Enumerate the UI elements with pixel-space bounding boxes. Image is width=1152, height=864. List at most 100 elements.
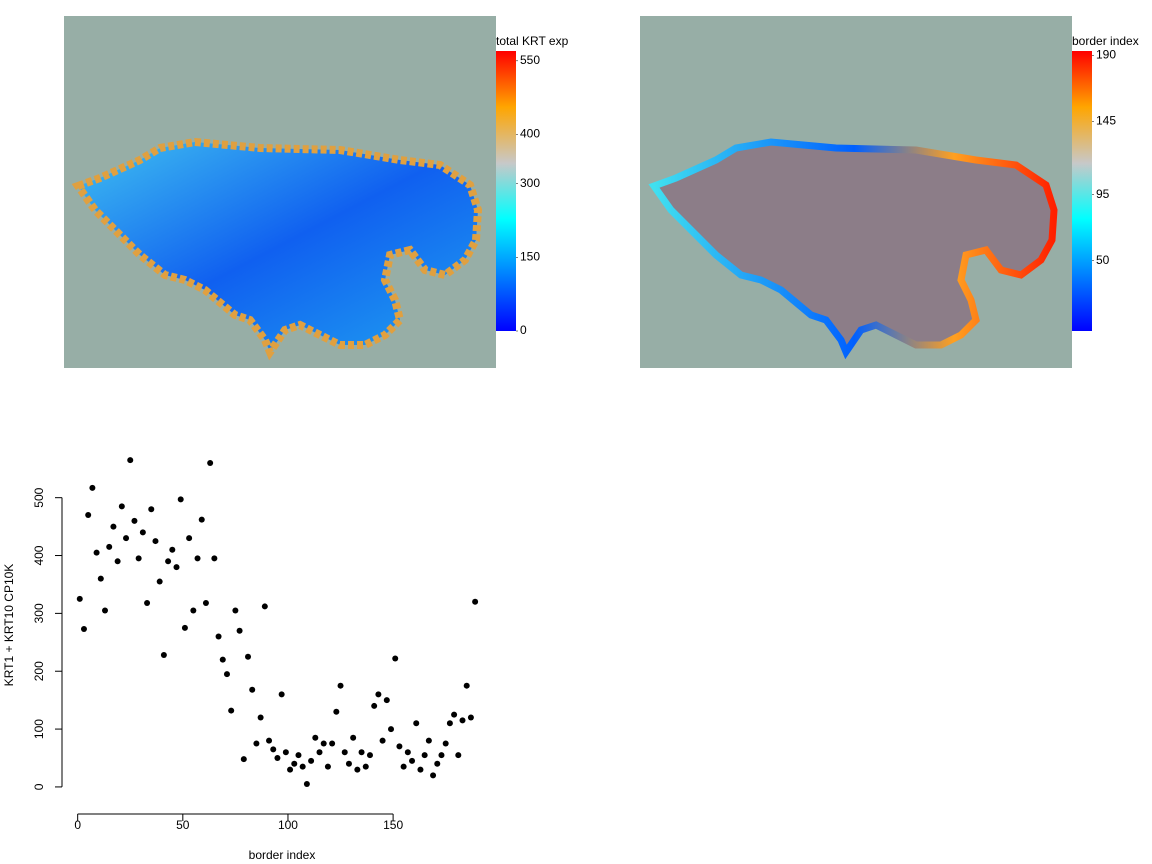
tissue-spots (71, 137, 483, 361)
point (165, 558, 172, 565)
x-tick-label: 150 (383, 818, 403, 832)
point (278, 691, 285, 698)
point (139, 529, 146, 536)
point (80, 625, 87, 632)
point (240, 756, 247, 763)
point (173, 564, 180, 571)
colorbar-tick-label: 50 (1096, 253, 1110, 267)
point (89, 484, 96, 491)
point (135, 555, 142, 562)
point (186, 535, 193, 542)
y-tick-label: 0 (32, 783, 46, 790)
point (375, 691, 382, 698)
point (295, 752, 302, 759)
point (245, 653, 252, 660)
point (383, 697, 390, 704)
point (362, 763, 369, 770)
point (354, 766, 361, 773)
colorbar (496, 51, 516, 331)
point (274, 755, 281, 762)
colorbar-tick-label: 400 (520, 127, 540, 141)
colorbar-tick-label: 145 (1096, 114, 1116, 128)
tissue-section (648, 138, 1058, 360)
point (106, 543, 113, 550)
colorbar-tick-label: 550 (520, 53, 540, 67)
point (467, 714, 474, 721)
point (413, 720, 420, 727)
point (190, 607, 197, 614)
point (312, 734, 319, 741)
point (430, 772, 437, 779)
point (434, 760, 441, 767)
point (207, 459, 214, 466)
point (257, 714, 264, 721)
point (177, 496, 184, 503)
point (198, 516, 205, 523)
x-tick-label: 0 (74, 818, 81, 832)
point (463, 682, 470, 689)
point (316, 749, 323, 756)
point (249, 686, 256, 693)
point (337, 682, 344, 689)
point (455, 752, 462, 759)
x-tick-label: 100 (278, 818, 298, 832)
point (228, 707, 235, 714)
point (320, 740, 327, 747)
point (266, 737, 273, 744)
colorbar-title: border index (1072, 34, 1139, 48)
point (303, 781, 310, 788)
point (396, 743, 403, 750)
point (232, 607, 239, 614)
point (388, 726, 395, 733)
point (169, 546, 176, 553)
point (417, 766, 424, 773)
point (219, 656, 226, 663)
y-tick-label: 300 (32, 603, 46, 623)
point (181, 624, 188, 631)
point (404, 749, 411, 756)
point (459, 717, 466, 724)
point (287, 766, 294, 773)
colorbar (1072, 51, 1092, 331)
point (194, 555, 201, 562)
x-axis-label: border index (249, 848, 316, 862)
point (85, 512, 92, 519)
point (223, 671, 230, 678)
colorbar-tick-label: 300 (520, 176, 540, 190)
point (451, 711, 458, 718)
colorbar-title: total KRT exp (496, 34, 569, 48)
point (329, 740, 336, 747)
point (76, 595, 83, 602)
point (97, 575, 104, 582)
point (308, 757, 315, 764)
y-tick-label: 200 (32, 661, 46, 681)
point (371, 702, 378, 709)
point (366, 752, 373, 759)
point (93, 549, 100, 556)
point (156, 578, 163, 585)
colorbar-tick-label: 0 (520, 323, 527, 337)
point (299, 763, 306, 770)
point (442, 740, 449, 747)
point (472, 598, 479, 605)
point (409, 757, 416, 764)
point (202, 599, 209, 606)
point (341, 749, 348, 756)
point (270, 746, 277, 753)
point (291, 760, 298, 767)
y-tick-label: 100 (32, 719, 46, 739)
point (131, 517, 138, 524)
point (282, 749, 289, 756)
point (253, 740, 260, 747)
point (350, 734, 357, 741)
y-axis-label: KRT1 + KRT10 CP10K (2, 564, 16, 687)
point (144, 599, 151, 606)
point (123, 535, 130, 542)
point (421, 752, 428, 759)
colorbar-tick-label: 190 (1096, 48, 1116, 62)
y-tick-label: 400 (32, 545, 46, 565)
point (215, 633, 222, 640)
point (400, 763, 407, 770)
point (425, 737, 432, 744)
